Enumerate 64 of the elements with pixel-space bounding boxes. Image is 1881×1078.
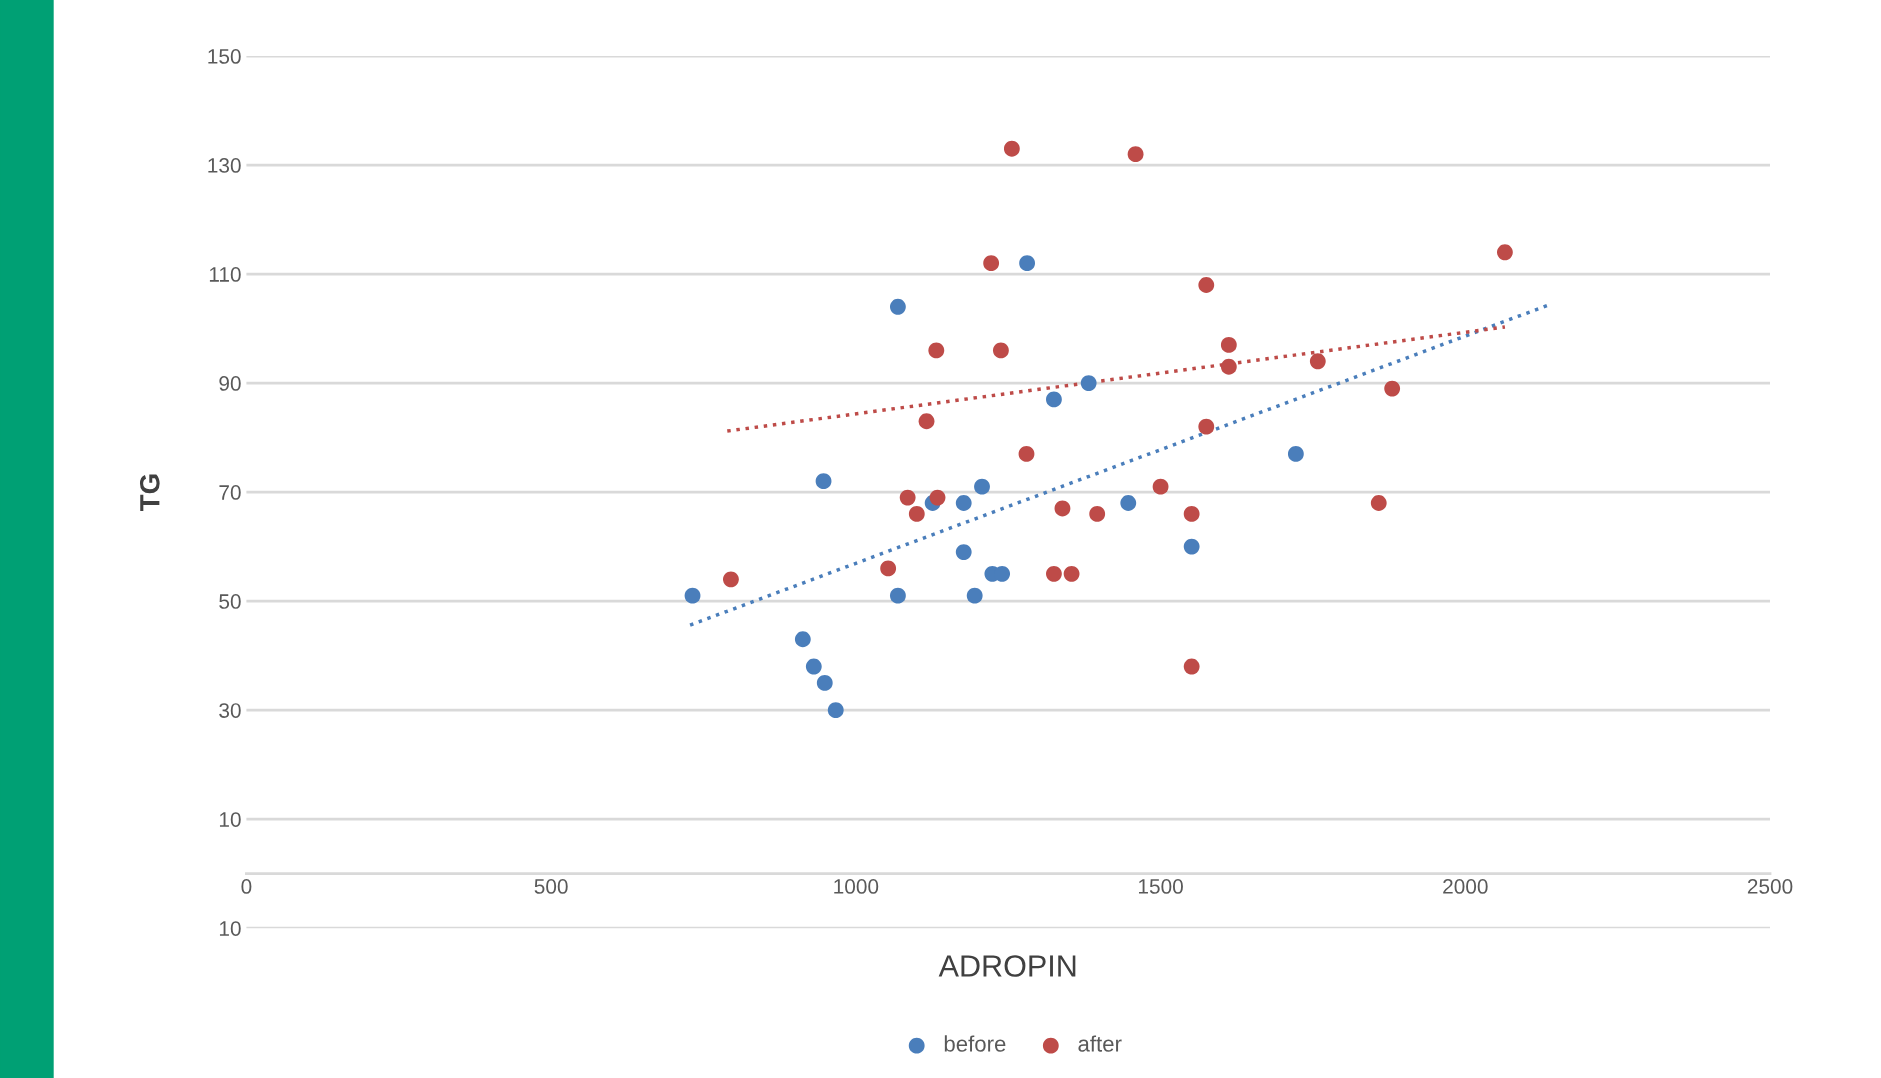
point <box>1019 255 1036 272</box>
point <box>928 342 945 359</box>
y-axis-title: TG <box>139 474 160 512</box>
point <box>929 489 946 506</box>
point <box>1152 478 1169 495</box>
point <box>815 473 832 490</box>
point <box>1080 375 1097 392</box>
point <box>889 298 906 315</box>
point <box>1198 418 1215 435</box>
x-tick-label: 1000 <box>834 879 879 894</box>
y-tick-label: 90 <box>219 376 241 391</box>
y-tick-label: 10 <box>219 812 241 827</box>
x-tick-label: 0 <box>241 879 252 894</box>
x-axis-title: ADROPIN <box>938 955 1076 977</box>
point <box>955 495 972 511</box>
point <box>908 505 925 522</box>
y-tick-label: 30 <box>219 703 241 718</box>
point <box>1046 565 1062 582</box>
point <box>1018 446 1035 462</box>
x-tick-label: 1500 <box>1138 879 1183 894</box>
point <box>794 631 811 648</box>
point <box>1089 505 1106 522</box>
point <box>1370 495 1387 511</box>
x-tick-label: 2000 <box>1443 879 1488 894</box>
point <box>1183 658 1200 675</box>
point <box>1003 140 1020 157</box>
point <box>1127 146 1144 163</box>
point <box>1183 505 1200 522</box>
point <box>1120 495 1137 511</box>
y-tick-label: 10 <box>219 921 241 936</box>
point <box>899 489 916 506</box>
point <box>684 587 701 604</box>
point <box>918 413 935 430</box>
point <box>827 702 844 719</box>
point <box>1287 446 1304 462</box>
point <box>1497 244 1513 261</box>
point <box>880 560 897 577</box>
point <box>983 255 1000 272</box>
y-tick-label: 50 <box>219 594 241 609</box>
point <box>974 478 990 495</box>
y-tick-label: 150 <box>208 49 241 64</box>
point <box>805 658 822 675</box>
point <box>1183 538 1200 555</box>
y-tick-label: 130 <box>208 158 241 173</box>
y-tick-label: 70 <box>219 485 241 500</box>
point <box>1198 277 1215 293</box>
x-tick-label: 2500 <box>1747 879 1793 894</box>
x-tick-label: 500 <box>534 879 568 894</box>
point <box>1054 500 1071 517</box>
point <box>1384 380 1401 397</box>
legend-label: after <box>1078 1035 1122 1052</box>
point <box>955 544 972 560</box>
point <box>889 587 906 604</box>
point <box>723 571 739 588</box>
point <box>966 587 983 604</box>
point <box>1309 353 1326 370</box>
point <box>1046 391 1062 408</box>
point <box>992 342 1009 359</box>
legend-label: before <box>944 1035 1006 1052</box>
point <box>1220 337 1237 353</box>
point <box>1220 358 1237 375</box>
point <box>816 674 833 691</box>
y-tick-label: 110 <box>209 267 241 282</box>
point <box>1063 565 1080 582</box>
